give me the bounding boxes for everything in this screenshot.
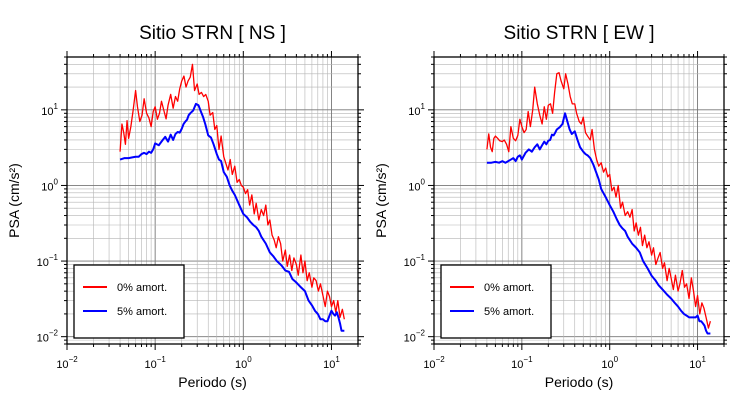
legend-label: 5% amort.	[117, 306, 167, 318]
legend-label: 0% amort.	[117, 282, 167, 294]
x-tick-label: 100	[601, 355, 618, 371]
series-line-undamped	[119, 63, 345, 320]
series-line-undamped	[486, 72, 712, 329]
x-tick-label: 101	[323, 355, 340, 371]
y-tick-label: 100	[408, 177, 425, 193]
y-axis-label: PSA (cm/s²)	[373, 163, 389, 238]
legend-label: 0% amort.	[484, 282, 534, 294]
x-tick-label: 10−1	[144, 355, 166, 371]
legend: 0% amort. 5% amort.	[440, 264, 552, 339]
y-tick-label: 10−1	[404, 253, 426, 269]
y-tick-label: 10−2	[37, 329, 59, 345]
series-group	[486, 72, 712, 335]
x-axis-label: Periodo (s)	[545, 374, 613, 390]
chart-title: Sitio STRN [ EW ]	[504, 23, 655, 44]
plot-frame	[433, 56, 725, 345]
x-tick-label: 10−1	[511, 355, 533, 371]
y-tick-label: 101	[408, 102, 425, 118]
legend: 0% amort. 5% amort.	[73, 264, 185, 339]
legend-box	[73, 264, 185, 339]
chart-title: Sitio STRN [ NS ]	[139, 23, 286, 44]
series-line-damped	[119, 102, 345, 332]
chart-2: 10−2 10−1 100 101 10−2 10−1 100 101 Sitio STRN […	[373, 23, 730, 390]
x-tick-label: 10−2	[56, 355, 78, 371]
x-tick-label: 101	[689, 355, 706, 371]
chart-1: 10−2 10−1 100 101 10−2 10−1 100 101 Sitio STRN […	[6, 23, 364, 390]
y-tick-label: 10−1	[37, 253, 59, 269]
x-tick-label: 100	[235, 355, 252, 371]
y-tick-label: 101	[41, 102, 58, 118]
y-axis-label: PSA (cm/s²)	[6, 163, 22, 238]
legend-label: 5% amort.	[484, 306, 534, 318]
series-line-damped	[486, 112, 711, 335]
x-tick-label: 10−2	[423, 355, 445, 371]
y-tick-label: 100	[41, 177, 58, 193]
plot-frame	[66, 56, 359, 345]
x-axis-label: Periodo (s)	[178, 374, 246, 390]
series-group	[119, 63, 345, 332]
legend-box	[440, 264, 552, 339]
y-tick-label: 10−2	[404, 329, 426, 345]
